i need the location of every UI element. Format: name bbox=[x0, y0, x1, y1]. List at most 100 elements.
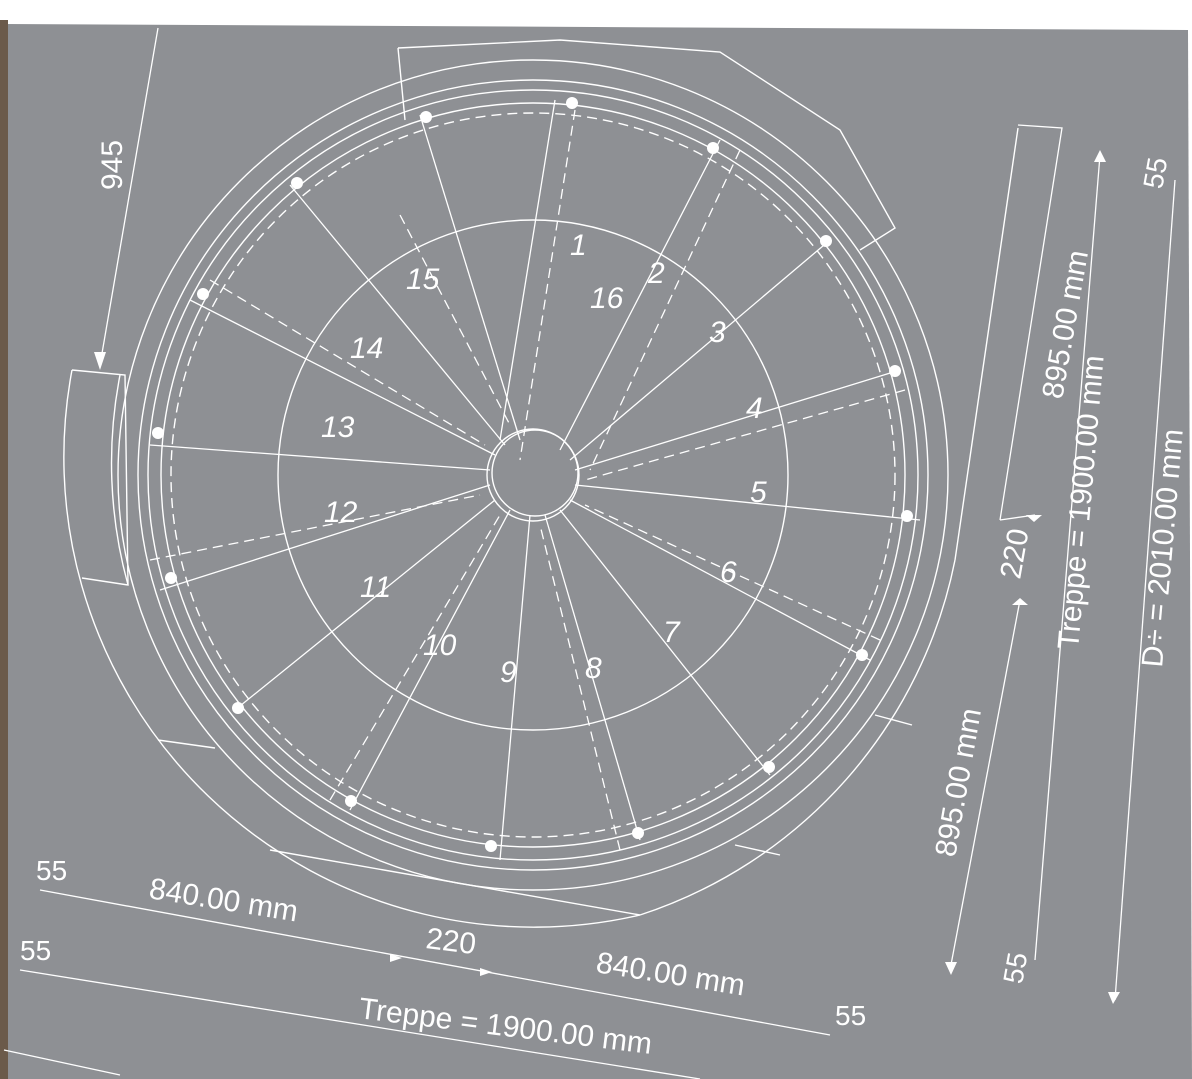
plan-geometry bbox=[63, 39, 1019, 928]
dim-line-895-upper bbox=[999, 124, 1063, 521]
dim-line-treppe-right bbox=[1034, 154, 1101, 961]
step-line bbox=[289, 184, 506, 446]
step-edge-dashed bbox=[149, 494, 481, 561]
baluster-dot bbox=[763, 761, 775, 773]
step-number: 5 bbox=[750, 476, 767, 509]
step-line bbox=[569, 499, 871, 661]
baluster-dot bbox=[197, 288, 209, 300]
step-edge-dashed bbox=[584, 389, 906, 481]
step-lines bbox=[149, 99, 921, 861]
baluster-dot bbox=[856, 649, 868, 661]
wall-arc-left bbox=[110, 374, 129, 586]
step-line bbox=[419, 114, 521, 441]
step-number: 10 bbox=[423, 629, 457, 662]
baluster-dot bbox=[566, 97, 578, 109]
baluster-dot bbox=[820, 235, 832, 247]
dim-line-bottom-1 bbox=[39, 889, 831, 1036]
arrow-head bbox=[1108, 992, 1120, 1004]
baluster-dot bbox=[420, 111, 432, 123]
step-edge-dashed bbox=[539, 524, 621, 851]
outer-circle-2 bbox=[137, 79, 929, 871]
arrow-head bbox=[945, 962, 957, 975]
step-line bbox=[189, 299, 496, 456]
step-line bbox=[159, 484, 491, 591]
dim-line-bottom-2 bbox=[19, 969, 701, 1079]
baluster-dot bbox=[485, 840, 497, 852]
outer-wall-arc-right bbox=[639, 559, 956, 916]
wall-tick-2 bbox=[734, 844, 781, 856]
outer-railing-circle bbox=[117, 59, 949, 891]
drawing-sheet bbox=[0, 24, 1192, 1079]
baluster-dot bbox=[901, 510, 913, 522]
outer-circle-3 bbox=[147, 89, 919, 861]
landing-outline bbox=[397, 39, 896, 251]
dim-line-diameter bbox=[1114, 179, 1176, 1001]
center-column-circle bbox=[486, 428, 580, 522]
step-line bbox=[149, 444, 491, 471]
arrow-head bbox=[1094, 150, 1106, 162]
dim-55-bottom-right: 55 bbox=[997, 950, 1033, 986]
step-line bbox=[574, 369, 901, 471]
step-edge-dashed bbox=[209, 279, 486, 446]
step-number: 12 bbox=[324, 496, 358, 529]
dim-945-label: 945 bbox=[96, 140, 129, 190]
step-edge-dashed bbox=[519, 109, 576, 461]
arrow-head bbox=[480, 968, 492, 976]
step-line bbox=[544, 514, 641, 841]
arrow-head bbox=[1026, 515, 1042, 522]
step-numbers: 1 2 3 4 5 6 7 8 9 10 11 12 13 14 15 16 bbox=[321, 229, 767, 689]
baluster-dot bbox=[345, 795, 357, 807]
arrow-head bbox=[94, 352, 106, 370]
step-number: 1 bbox=[570, 229, 587, 262]
step-edge-dashed bbox=[399, 214, 511, 426]
step-number: 15 bbox=[406, 263, 440, 296]
landing-edge bbox=[397, 47, 406, 121]
arrow-head bbox=[1012, 598, 1028, 605]
step-number: 4 bbox=[746, 392, 763, 425]
step-line bbox=[234, 499, 496, 711]
step-number: 8 bbox=[585, 652, 602, 685]
step-number: 11 bbox=[360, 571, 391, 604]
baluster-dot bbox=[889, 365, 901, 377]
dim-55-left-bottom: 55 bbox=[20, 935, 51, 966]
outer-wall-arc bbox=[63, 369, 641, 928]
step-line bbox=[499, 99, 556, 441]
wall-segment-left bbox=[71, 369, 129, 586]
center-column-inner bbox=[491, 429, 579, 517]
step-line bbox=[499, 514, 531, 861]
step-line bbox=[574, 484, 921, 521]
baluster-dot bbox=[632, 827, 644, 839]
step-number: 13 bbox=[321, 411, 355, 444]
step-number: 3 bbox=[709, 316, 726, 349]
outer-circle-4 bbox=[160, 102, 906, 848]
step-number: 7 bbox=[663, 616, 681, 649]
step-line bbox=[569, 239, 831, 461]
step-edge-dashed bbox=[589, 149, 741, 471]
sheet-edge bbox=[0, 20, 8, 1079]
step-number: 2 bbox=[647, 257, 665, 290]
step-line bbox=[349, 509, 511, 811]
dim-line-bottom-3 bbox=[3, 1049, 121, 1076]
wall-tick-1 bbox=[874, 714, 913, 726]
baluster-dot bbox=[707, 142, 719, 154]
baluster-dot bbox=[232, 702, 244, 714]
dimension-lines bbox=[3, 27, 1176, 1079]
dim-220-bottom-label: 220 bbox=[424, 922, 478, 961]
dimension-arrows bbox=[94, 150, 1120, 1004]
baluster-dot bbox=[165, 572, 177, 584]
dim-55-top-right: 55 bbox=[1137, 155, 1173, 191]
dim-line-945 bbox=[99, 27, 159, 366]
outer-circle-5 bbox=[170, 112, 896, 838]
right-wall-line bbox=[954, 127, 1019, 561]
step-number: 6 bbox=[720, 556, 737, 589]
baluster-dot bbox=[291, 177, 303, 189]
step-edge-dashed bbox=[329, 514, 501, 801]
step-edge-dashed bbox=[584, 504, 881, 641]
dim-line-895-lower bbox=[949, 599, 1021, 971]
bottom-wall-line bbox=[269, 849, 641, 916]
wall-tick-3 bbox=[157, 739, 216, 749]
dim-55-bottom-end: 55 bbox=[835, 1000, 866, 1031]
dim-55-left-top: 55 bbox=[36, 855, 67, 886]
baluster-dot bbox=[152, 427, 164, 439]
